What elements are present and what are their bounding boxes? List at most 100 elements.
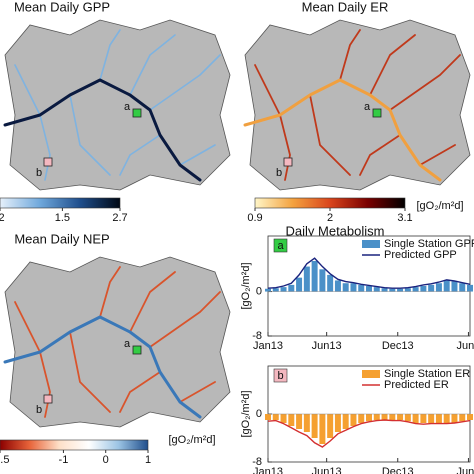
bar	[373, 414, 380, 420]
colorbar-tick-label: 3.1	[397, 212, 412, 224]
bar	[296, 277, 303, 292]
colorbar-tick-label: 2	[327, 212, 333, 224]
bar	[443, 414, 450, 423]
bar	[381, 414, 388, 420]
x-tick-label: Jun1	[457, 340, 474, 352]
bar	[296, 414, 303, 429]
bar	[404, 414, 411, 422]
bar	[397, 288, 404, 292]
legend-label: Predicted GPP	[384, 249, 457, 261]
colorbar-tick-label: .2	[0, 212, 5, 224]
site-label: b	[36, 167, 42, 179]
bar	[280, 414, 287, 423]
map-er: ab	[243, 19, 471, 191]
site-marker	[43, 394, 53, 404]
bar	[350, 414, 357, 426]
colorbar-units: [gO₂/m²d]	[416, 200, 463, 212]
bar	[303, 414, 310, 432]
bar	[428, 284, 435, 292]
bar	[288, 284, 295, 292]
bar	[366, 414, 372, 422]
y-axis-label: [gO₂/m²d]	[240, 262, 252, 309]
bar	[342, 414, 349, 429]
site-label: b	[36, 404, 42, 416]
site-marker	[372, 108, 382, 118]
bar	[389, 288, 396, 292]
bar	[288, 414, 295, 426]
bar	[272, 414, 279, 420]
x-tick-label: Dec13	[382, 340, 414, 352]
bar	[272, 288, 279, 292]
bar	[397, 414, 404, 420]
colorbar-tick-label: 2.7	[112, 212, 127, 224]
panel-tag-box	[273, 368, 288, 383]
colorbar	[254, 197, 406, 209]
bar	[334, 280, 341, 292]
bar	[358, 414, 365, 423]
bar	[350, 283, 357, 292]
bar	[311, 414, 318, 438]
y-tick-label: -8	[252, 330, 262, 342]
legend-swatch	[362, 240, 380, 248]
site-label: a	[364, 101, 371, 113]
map-title: Mean Daily GPP	[14, 0, 110, 14]
bar	[319, 269, 326, 292]
bar	[420, 414, 427, 423]
x-tick-label: Jan13	[253, 466, 283, 474]
y-axis-label: [gO₂/m²d]	[240, 390, 252, 437]
bar	[303, 266, 310, 292]
legend-swatch	[362, 370, 380, 378]
legend-label: Single Station ER	[384, 368, 470, 380]
bar	[358, 284, 365, 292]
y-tick-label: -8	[252, 456, 262, 468]
legend-label: Single Station GPP	[384, 238, 474, 250]
bar	[334, 414, 341, 432]
bar	[435, 283, 442, 292]
bar	[381, 288, 388, 292]
colorbar-tick-label: 0.9	[247, 212, 262, 224]
colorbar-tick-label: 0	[103, 454, 109, 466]
line	[267, 419, 471, 448]
site-marker	[283, 157, 293, 167]
y-tick-label: 0	[256, 408, 262, 420]
chart-title: Daily Metabolism	[286, 223, 385, 238]
bar	[443, 280, 450, 292]
bar	[389, 414, 396, 420]
site-label: a	[124, 338, 131, 350]
x-tick-label: Jun13	[312, 466, 342, 474]
legend-label: Predicted ER	[384, 379, 449, 391]
bar	[327, 414, 334, 438]
bar	[366, 286, 372, 292]
bar	[265, 288, 271, 292]
bar	[451, 281, 458, 292]
x-tick-label: Jun13	[312, 340, 342, 352]
colorbar-tick-label: -2.5	[0, 454, 9, 466]
colorbar	[0, 197, 121, 209]
bar	[412, 414, 419, 423]
bar	[319, 414, 326, 444]
bar	[467, 414, 473, 420]
x-tick-label: Dec13	[382, 466, 414, 474]
colorbar	[0, 439, 149, 451]
colorbar-units: [gO₂/m²d]	[168, 434, 215, 446]
line	[267, 257, 471, 289]
bar	[459, 283, 466, 292]
bar	[373, 287, 380, 292]
x-tick-label: Jun1	[457, 466, 474, 474]
colorbar-tick-label: 1	[145, 454, 151, 466]
bar	[435, 414, 442, 423]
bar	[467, 284, 473, 292]
bar	[451, 414, 458, 423]
site-marker	[132, 345, 142, 355]
colorbar-tick-label: 1.5	[55, 212, 70, 224]
map-title: Mean Daily NEP	[14, 231, 109, 246]
site-marker	[43, 157, 53, 167]
bar	[459, 414, 466, 422]
map-gpp: ab	[3, 19, 231, 191]
panel-tag: a	[277, 240, 284, 252]
bar	[404, 288, 411, 292]
bar	[265, 414, 271, 420]
bar	[342, 283, 349, 292]
bar	[280, 287, 287, 292]
